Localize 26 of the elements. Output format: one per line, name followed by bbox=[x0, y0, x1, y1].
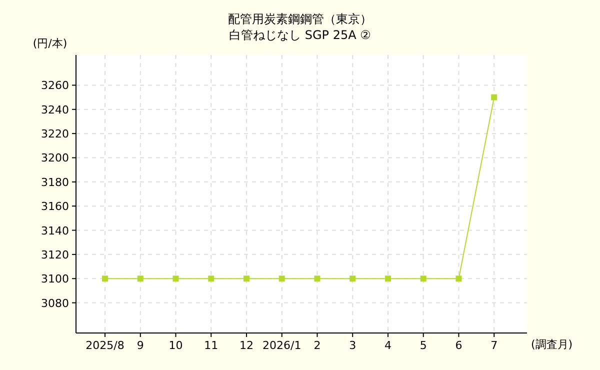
x-tick-label: 7 bbox=[490, 339, 498, 352]
x-tick-label: 6 bbox=[455, 339, 462, 352]
y-tick-label: 3220 bbox=[41, 128, 69, 141]
x-tick-label: 3 bbox=[349, 339, 356, 352]
title: 配管用炭素鋼鋼管（東京） bbox=[228, 12, 372, 26]
y-tick-label: 3160 bbox=[41, 200, 69, 214]
x-tick-label: 4 bbox=[384, 339, 392, 352]
y-tick-label: 3100 bbox=[41, 272, 69, 286]
y-tick-label: 3120 bbox=[41, 248, 69, 262]
xlabel: (調査月) bbox=[531, 338, 573, 351]
y-tick-label: 3080 bbox=[41, 296, 69, 310]
y-tick-label: 3240 bbox=[41, 103, 69, 116]
x-tick-label: 2026/1 bbox=[262, 339, 302, 352]
x-tick-label: 2 bbox=[314, 339, 321, 352]
y-tick-label: 3140 bbox=[41, 224, 69, 238]
x-tick-label: 5 bbox=[420, 339, 427, 352]
x-tick-label: 11 bbox=[204, 339, 218, 352]
x-tick-label: 2025/8 bbox=[86, 339, 124, 352]
x-tick-label: 9 bbox=[136, 339, 144, 352]
subtitle: 白管ねじなし SGP 25A ② bbox=[229, 28, 371, 42]
x-tick-label: 12 bbox=[239, 339, 254, 352]
y-tick-label: 3260 bbox=[41, 79, 69, 92]
y-tick-label: 3200 bbox=[41, 152, 69, 165]
ylabel: (円/本) bbox=[32, 37, 68, 50]
y-tick-label: 3180 bbox=[41, 176, 69, 189]
x-tick-label: 10 bbox=[168, 339, 183, 352]
